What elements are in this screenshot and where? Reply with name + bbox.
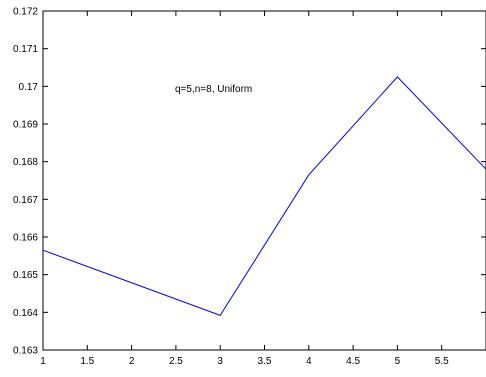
y-tick-label: 0.164 [13, 308, 38, 319]
series-line [42, 76, 486, 316]
y-tick-labels: 0.163 0.164 0.165 0.166 0.167 0.168 0.169 0.17 0… [13, 7, 38, 357]
x-tick-labels: 1 1.5 2 2.5 3 3.5 4 4.5 5 5.5 [40, 356, 449, 367]
x-tick-label: 4.5 [346, 356, 360, 367]
y-tick-label: 0.169 [13, 120, 38, 131]
plot-area [42, 10, 486, 351]
y-tick-label: 0.171 [13, 44, 38, 55]
y-tick-label: 0.168 [13, 157, 38, 168]
x-tick-label: 3 [217, 356, 223, 367]
series-lines [42, 76, 486, 316]
chart-annotation: q=5,n=8, Uniform [175, 84, 252, 95]
y-tick-label: 0.163 [13, 346, 38, 357]
x-tick-label: 2.5 [169, 356, 183, 367]
y-tick-label: 0.165 [13, 270, 38, 281]
x-tick-label: 1 [40, 356, 46, 367]
x-tick-label: 4 [306, 356, 312, 367]
x-tick-label: 3.5 [258, 356, 272, 367]
tick-marks [42, 10, 486, 351]
y-tick-label: 0.166 [13, 233, 38, 244]
y-tick-label: 0.17 [19, 82, 39, 93]
y-tick-label: 0.167 [13, 195, 38, 206]
x-tick-label: 5.5 [435, 356, 449, 367]
x-tick-label: 2 [129, 356, 135, 367]
y-tick-label: 0.172 [13, 7, 38, 18]
x-tick-label: 5 [395, 356, 401, 367]
x-tick-label: 1.5 [80, 356, 94, 367]
